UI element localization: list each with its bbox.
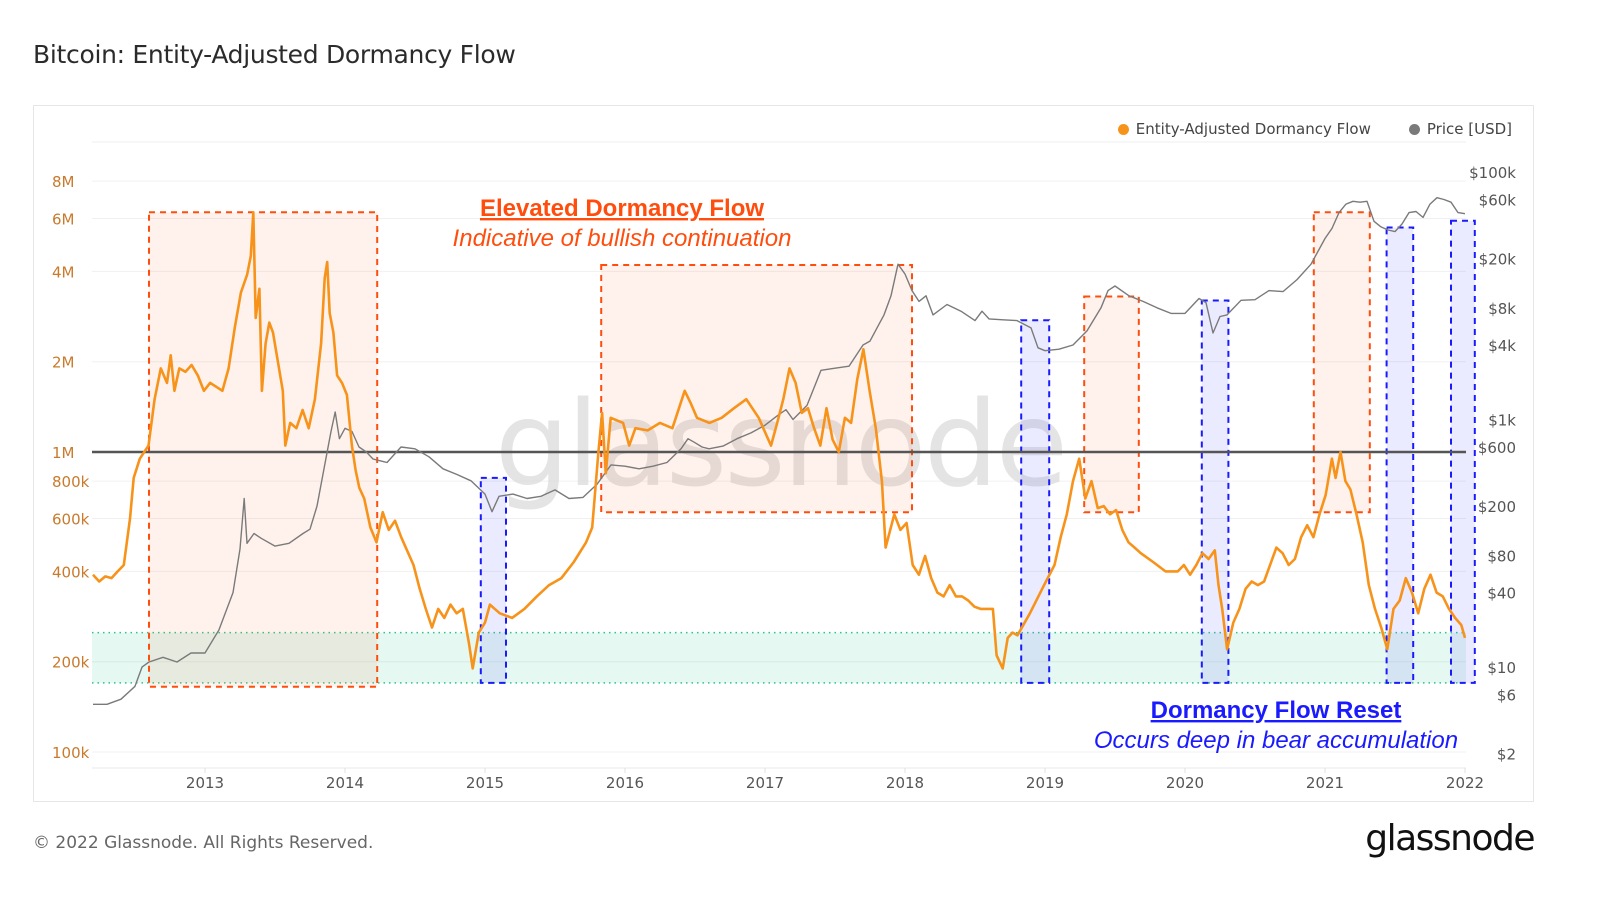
reset-region-box [1020,319,1051,684]
page-title: Bitcoin: Entity-Adjusted Dormancy Flow [33,40,516,69]
annotation-reset-subtitle: Occurs deep in bear accumulation [1094,727,1458,754]
x-axis-tick-label: 2020 [1166,774,1204,792]
price-line [93,197,1466,705]
left-axis-tick-label: 200k [52,654,90,672]
right-axis-tick-label: $20k [1479,251,1517,269]
reset-zone [92,631,1466,684]
x-axis-tick-label: 2014 [326,774,364,792]
legend-item-dormancy[interactable]: Entity-Adjusted Dormancy Flow [1117,120,1371,138]
reset-zone-band [92,632,1466,683]
left-axis-tick-label: 6M [52,211,75,229]
legend-label-dormancy: Entity-Adjusted Dormancy Flow [1135,120,1371,138]
annotation-reset-title: Dormancy Flow Reset [1151,697,1402,724]
annotation-elevated-title: Elevated Dormancy Flow [480,195,764,222]
chart-legend: Entity-Adjusted Dormancy Flow Price [USD… [1117,120,1512,138]
left-axis-tick-label: 100k [52,744,90,762]
right-axis-tick-label: $40 [1487,585,1516,603]
price-series [93,197,1466,705]
right-axis-tick-label: $10 [1487,659,1516,677]
dormancy-flow-line [92,210,1467,670]
annotation-reset: Dormancy Flow Reset Occurs deep in bear … [1094,697,1458,754]
right-axis-tick-label: $2 [1497,746,1516,764]
chart-frame [33,105,1534,802]
right-axis-tick-label: $8k [1488,300,1516,318]
x-axis-tick-label: 2018 [886,774,924,792]
elevated-region-box [1083,295,1140,514]
right-axis-tick-label: $6 [1497,687,1516,705]
x-axis-tick-label: 2016 [606,774,644,792]
legend-label-price: Price [USD] [1426,120,1512,138]
x-axis-tick-label: 2021 [1306,774,1344,792]
highlight-regions [148,211,1476,688]
left-axis-tick-label: 8M [52,173,75,191]
right-axis-tick-label: $200 [1478,498,1516,516]
x-axis-tick-label: 2022 [1446,774,1484,792]
left-axis-tick-label: 2M [52,354,75,372]
annotation-elevated-subtitle: Indicative of bullish continuation [453,225,792,252]
right-axis-tick-label: $4k [1488,337,1516,355]
reset-region-box [1385,226,1415,684]
legend-item-price[interactable]: Price [USD] [1408,120,1512,138]
right-axis-tick-label: $80 [1487,547,1516,565]
elevated-region-box [600,264,913,514]
reset-region-box [479,476,507,684]
footer-logo: glassnode [1365,818,1535,859]
right-axis-tick-label: $100k [1469,164,1516,182]
x-axis-tick-label: 2019 [1026,774,1064,792]
left-axis-tick-label: 4M [52,263,75,281]
legend-dot-price-icon [1408,123,1420,135]
left-axis-tick-label: 600k [52,511,90,529]
right-axis: $2 $6 $10 $40 $80 $200 $600 $1k $4k $8k $20k $60k $1… [1469,164,1516,764]
right-axis-tick-label: $600 [1478,439,1516,457]
x-axis: 2013 2014 2015 2016 2017 2018 2019 2020 2021 2022 [186,774,1484,792]
x-axis-tick-label: 2017 [746,774,784,792]
left-axis-tick-label: 1M [52,444,75,462]
right-axis-tick-label: $60k [1479,191,1517,209]
left-axis-tick-label: 800k [52,473,90,491]
elevated-region-box [148,211,379,688]
left-axis-tick-label: 400k [52,563,90,581]
x-axis-tick-label: 2013 [186,774,224,792]
left-axis: 100k 200k 400k 600k 800k 1M 2M 4M 6M 8M [52,173,90,762]
annotation-elevated: Elevated Dormancy Flow Indicative of bul… [453,195,792,252]
x-axis-tick-label: 2015 [466,774,504,792]
right-axis-tick-label: $1k [1488,412,1516,430]
dormancy-series [92,210,1467,670]
footer-copyright: © 2022 Glassnode. All Rights Reserved. [33,833,374,853]
legend-dot-dormancy-icon [1117,123,1129,135]
